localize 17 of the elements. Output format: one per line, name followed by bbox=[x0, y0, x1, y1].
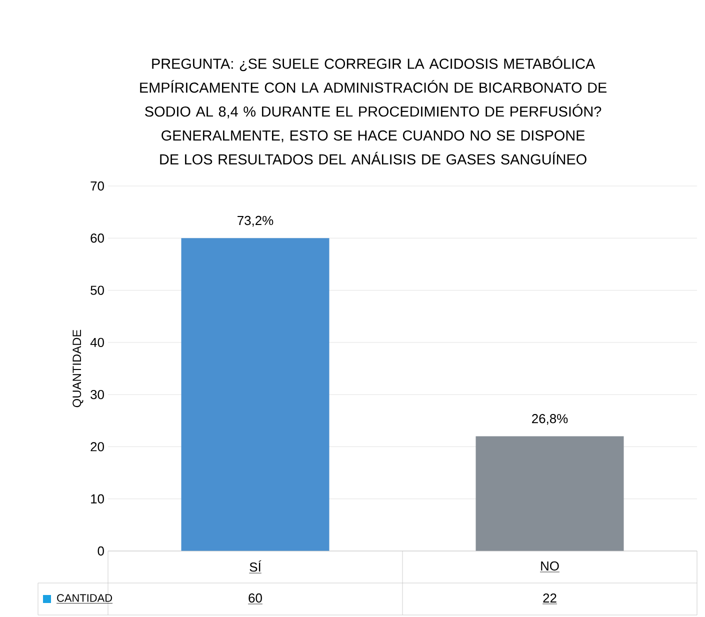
data-label: 22 bbox=[543, 593, 556, 603]
y-tick-label: 70 bbox=[90, 181, 104, 191]
data-label: 60 bbox=[248, 593, 262, 603]
x-tick-label: NO bbox=[541, 561, 559, 571]
annotation: 73,2% bbox=[238, 216, 274, 227]
y-tick-label: 20 bbox=[90, 442, 104, 452]
annotation: 26,8% bbox=[532, 414, 568, 425]
y-tick-label: 40 bbox=[90, 338, 104, 348]
text: CANTIDAD bbox=[57, 594, 112, 602]
y-tick-label: 0 bbox=[98, 546, 104, 556]
y-tick-label: 30 bbox=[90, 390, 104, 400]
y-tick-label: 50 bbox=[90, 286, 104, 295]
x-tick-label: SÍ bbox=[250, 560, 262, 572]
chart-title: PREGUNTA: ¿SE SUELE CORREGIR LA ACIDOSIS METABÓLICA EMPÍRICAMENTE CON LA ADMINISTRACIÓN DE BICARBONATO DE SODIO AL 8,4 % DURANTE EL PROCEDIMIENTO DE PERFUSIÓN? GENERALMENTE, ESTO SE HACE CUANDO NO SE DISPONE DE LOS RESULTADOS DEL ANÁLISIS DE GASES SANGUÍNEO bbox=[140, 56, 607, 164]
y-tick-label: 60 bbox=[90, 234, 104, 243]
y-tick-label: 10 bbox=[91, 494, 104, 504]
y-axis-title: QUANTIDADE bbox=[72, 330, 84, 408]
